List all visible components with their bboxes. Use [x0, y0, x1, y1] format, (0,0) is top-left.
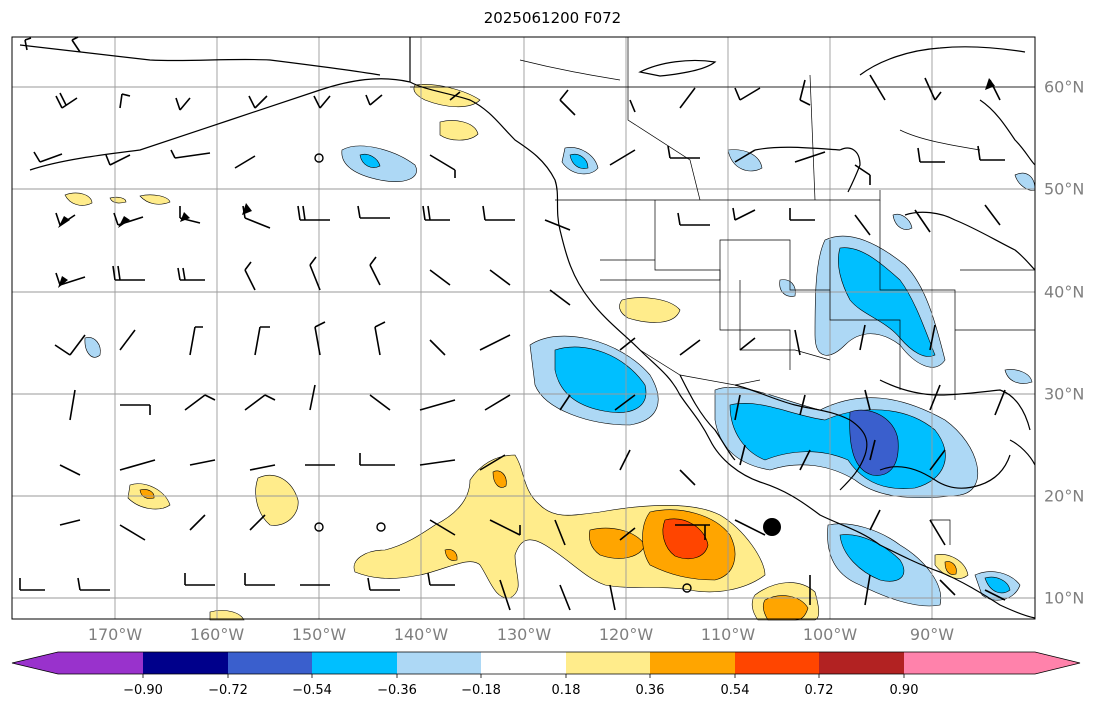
positive-area: [209, 610, 245, 621]
lon-label: 110°W: [700, 625, 756, 644]
colorbar-tick-label: 0.54: [720, 683, 750, 698]
lat-label: 30°N: [1044, 384, 1085, 404]
map-title: 2025061200 F072: [483, 9, 622, 27]
positive-core: [444, 549, 458, 561]
colorbar-tick-label: −0.72: [208, 683, 248, 698]
positive-area: [439, 120, 479, 141]
shaded-fields: [64, 84, 1036, 621]
negative-area: [892, 213, 913, 230]
negative-core: [838, 247, 936, 357]
colorbar-tick-label: 0.90: [889, 683, 919, 698]
lon-label: 140°W: [393, 625, 449, 644]
positive-area: [139, 194, 171, 205]
lat-label: 60°N: [1044, 77, 1085, 97]
positive-area: [255, 474, 299, 526]
negative-area: [727, 149, 763, 172]
lat-label: 50°N: [1044, 179, 1085, 199]
colorbar-tick-label: 0.36: [635, 683, 665, 698]
negative-core: [984, 576, 1011, 594]
positive-area: [109, 196, 127, 204]
lat-label: 20°N: [1044, 486, 1085, 506]
lon-label: 170°W: [87, 625, 143, 644]
map-frame: [11, 36, 1036, 620]
positive-area: [64, 192, 93, 206]
wind-barbs: [19, 36, 1006, 611]
positive-core: [589, 527, 646, 559]
lon-label: 160°W: [189, 625, 245, 644]
colorbar-tick-label: −0.54: [292, 683, 332, 698]
lon-label: 100°W: [802, 625, 858, 644]
negative-area: [1014, 172, 1036, 191]
borders: [410, 37, 1035, 545]
colorbar-tick-label: −0.18: [461, 683, 501, 698]
negative-area: [779, 279, 796, 297]
negative-area: [84, 337, 101, 358]
colorbar-tick-label: 0.72: [804, 683, 834, 698]
positive-area: [619, 297, 681, 323]
lon-label: 130°W: [496, 625, 552, 644]
coastlines: [19, 37, 1036, 619]
negative-core: [569, 153, 589, 169]
location-marker: [763, 518, 781, 536]
lat-label: 10°N: [1044, 588, 1085, 608]
negative-core: [359, 153, 381, 168]
lon-label: 150°W: [291, 625, 347, 644]
lon-label: 90°W: [909, 625, 955, 644]
colorbar-tick-label: −0.36: [377, 683, 417, 698]
positive-core: [944, 561, 957, 575]
wind-pennants: [58, 78, 995, 288]
colorbar-tick-label: 0.18: [551, 683, 581, 698]
colorbar-tick-label: −0.90: [123, 683, 163, 698]
lon-label: 120°W: [598, 625, 654, 644]
positive-core: [492, 470, 507, 488]
positive-core: [763, 595, 809, 621]
negative-core: [839, 534, 905, 582]
negative-area: [1004, 369, 1033, 384]
lat-label: 40°N: [1044, 282, 1085, 302]
calm-markers: [314, 153, 692, 593]
